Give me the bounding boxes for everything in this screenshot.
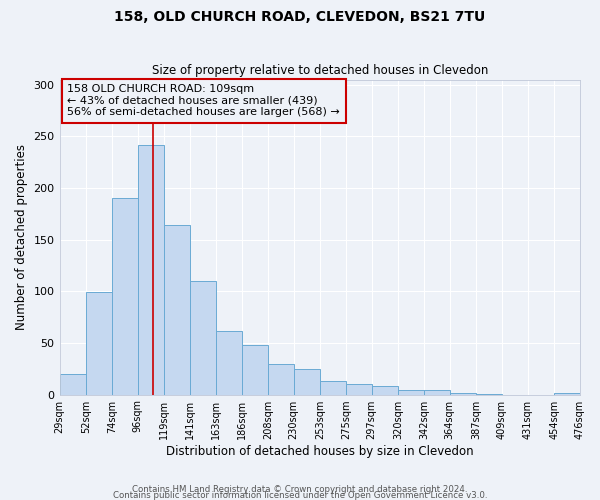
- Bar: [424, 390, 449, 394]
- Bar: [242, 345, 268, 395]
- Bar: [398, 390, 424, 394]
- Bar: [86, 292, 112, 394]
- Bar: [346, 384, 371, 394]
- Bar: [137, 144, 164, 394]
- Bar: [449, 392, 476, 394]
- Bar: [371, 386, 398, 394]
- Bar: [215, 330, 242, 394]
- Bar: [164, 225, 190, 394]
- Text: 158 OLD CHURCH ROAD: 109sqm
← 43% of detached houses are smaller (439)
56% of se: 158 OLD CHURCH ROAD: 109sqm ← 43% of det…: [67, 84, 340, 117]
- Y-axis label: Number of detached properties: Number of detached properties: [15, 144, 28, 330]
- Text: Contains public sector information licensed under the Open Government Licence v3: Contains public sector information licen…: [113, 490, 487, 500]
- Bar: [59, 374, 86, 394]
- Bar: [190, 281, 215, 394]
- Bar: [554, 392, 580, 394]
- Text: Contains HM Land Registry data © Crown copyright and database right 2024.: Contains HM Land Registry data © Crown c…: [132, 484, 468, 494]
- X-axis label: Distribution of detached houses by size in Clevedon: Distribution of detached houses by size …: [166, 444, 473, 458]
- Bar: [320, 381, 346, 394]
- Text: 158, OLD CHURCH ROAD, CLEVEDON, BS21 7TU: 158, OLD CHURCH ROAD, CLEVEDON, BS21 7TU: [115, 10, 485, 24]
- Title: Size of property relative to detached houses in Clevedon: Size of property relative to detached ho…: [152, 64, 488, 77]
- Bar: [268, 364, 293, 394]
- Bar: [293, 369, 320, 394]
- Bar: [112, 198, 137, 394]
